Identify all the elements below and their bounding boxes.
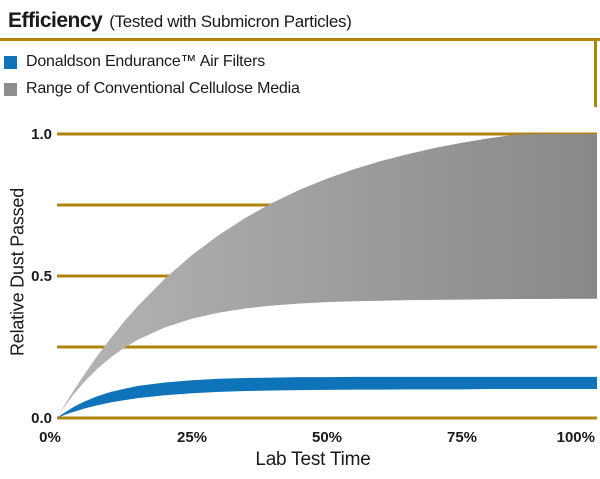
gray-square-swatch-icon	[4, 82, 17, 96]
y-axis-title: Relative Dust Passed	[7, 187, 28, 357]
x-tick-label: 0%	[39, 429, 61, 446]
x-tick-label: 75%	[447, 429, 477, 446]
chart-title-main: Efficiency	[8, 9, 103, 32]
legend-item-cellulose: Range of Conventional Cellulose Media	[4, 80, 300, 98]
y-tick-label: 0.5	[31, 268, 52, 285]
legend-item-endurance: Donaldson Endurance™ Air Filters	[4, 53, 300, 71]
x-tick-label: 100%	[557, 429, 595, 446]
right-edge-rule	[594, 41, 597, 107]
y-tick-label: 0.0	[31, 410, 52, 427]
legend: Donaldson Endurance™ Air Filters Range o…	[4, 53, 300, 98]
x-tick-label: 50%	[312, 429, 342, 446]
blue-square-swatch-icon	[4, 55, 17, 69]
conventional-media-band	[57, 134, 597, 418]
x-axis-title: Lab Test Time	[255, 449, 371, 470]
x-tick-label: 25%	[177, 429, 207, 446]
title-divider-rule	[0, 38, 600, 41]
chart-title: Efficiency (Tested with Submicron Partic…	[8, 9, 352, 33]
y-tick-label: 1.0	[31, 126, 52, 143]
legend-label-endurance: Donaldson Endurance™ Air Filters	[26, 53, 266, 70]
endurance-band	[57, 376, 597, 418]
chart-title-subtitle: (Tested with Submicron Particles)	[109, 12, 352, 31]
legend-label-cellulose: Range of Conventional Cellulose Media	[26, 80, 300, 97]
